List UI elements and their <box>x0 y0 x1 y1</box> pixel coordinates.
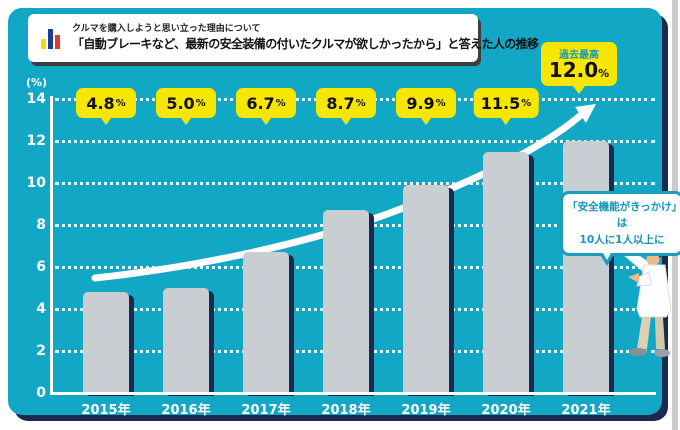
y-tick-0: 0 <box>36 385 46 401</box>
y-tick-4: 4 <box>36 301 46 317</box>
y-axis-line <box>50 96 53 393</box>
bar-2020年 <box>483 151 529 393</box>
bar-2015年 <box>83 292 129 393</box>
chart-title: 「自動ブレーキなど、最新の安全装備の付いたクルマが欲しかったから」と答えた人の推… <box>72 37 539 51</box>
x-label-2020年: 2020年 <box>481 403 531 418</box>
annotation-line2: 10人に1人以上に <box>579 233 665 246</box>
x-label-2015年: 2015年 <box>81 403 131 418</box>
bar-2017年 <box>243 252 289 393</box>
title-card: クルマを購入しようと思い立った理由について 「自動ブレーキなど、最新の安全装備の… <box>28 14 539 62</box>
mini-bar-chart-icon <box>41 27 63 49</box>
y-axis-unit-label: (%) <box>26 76 48 89</box>
y-tick-12: 12 <box>26 133 46 149</box>
y-tick-6: 6 <box>36 259 46 275</box>
bar-2021年 <box>563 141 609 393</box>
bar-2019年 <box>403 185 449 393</box>
x-label-2021年: 2021年 <box>561 403 611 418</box>
x-label-2018年: 2018年 <box>321 403 371 418</box>
value-callout-2017年: 6.7% <box>236 88 296 125</box>
value-callout-2016年: 5.0% <box>156 88 216 125</box>
y-tick-14: 14 <box>26 91 46 107</box>
annotation-line1: 「安全機能がきっかけ」は <box>567 201 677 230</box>
value-callout-2018年: 8.7% <box>316 88 376 125</box>
record-high-callout: 過去最高 12.0% <box>541 42 617 94</box>
y-tick-10: 10 <box>26 175 46 191</box>
record-value: 12.0 <box>548 58 599 82</box>
value-callout-2015年: 4.8% <box>76 88 136 125</box>
x-label-2016年: 2016年 <box>161 403 211 418</box>
record-caption: 過去最高 <box>559 50 599 61</box>
y-tick-2: 2 <box>36 343 46 359</box>
annotation-speech-bubble: 「安全機能がきっかけ」は 10人に1人以上に <box>560 191 680 266</box>
value-callout-2019年: 9.9% <box>396 88 456 125</box>
x-axis-line <box>50 392 656 395</box>
value-callout-2020年: 11.5% <box>473 88 539 125</box>
chart-subtitle: クルマを購入しようと思い立った理由について <box>72 24 261 34</box>
x-label-2017年: 2017年 <box>241 403 291 418</box>
y-tick-8: 8 <box>36 217 46 233</box>
record-unit: % <box>598 67 610 80</box>
bar-2018年 <box>323 210 369 393</box>
x-label-2019年: 2019年 <box>401 403 451 418</box>
bar-2016年 <box>163 288 209 393</box>
